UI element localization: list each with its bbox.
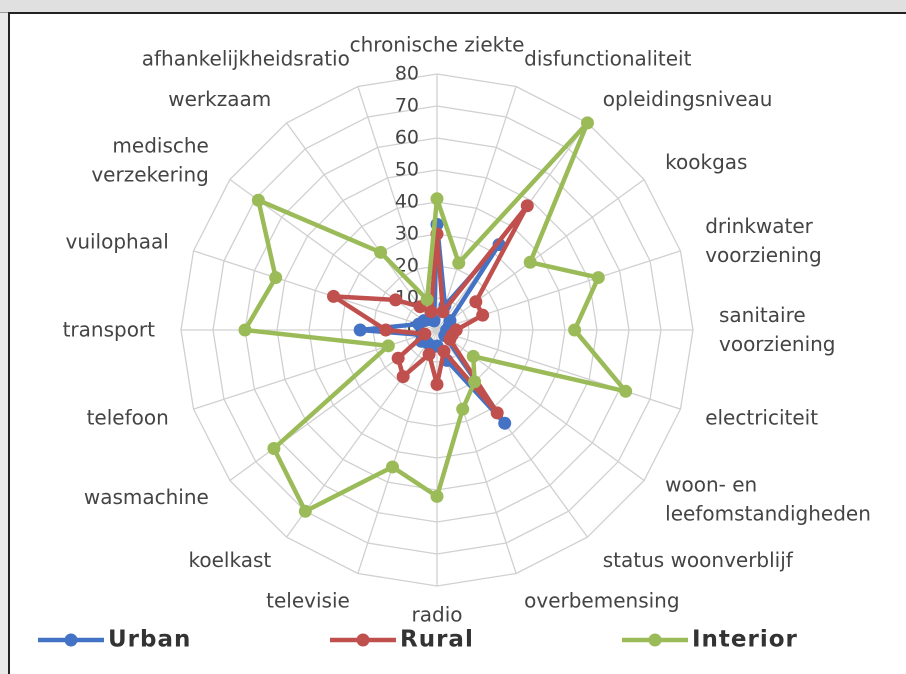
category-label: chronische ziekte bbox=[349, 32, 525, 57]
legend-marker bbox=[64, 633, 78, 647]
y-tick-label: 80 bbox=[395, 63, 419, 85]
legend-label: Rural bbox=[400, 627, 474, 653]
data-point bbox=[238, 323, 252, 337]
data-point bbox=[580, 116, 594, 130]
data-point bbox=[353, 323, 367, 337]
category-label: disfunctionaliteit bbox=[524, 46, 692, 71]
category-label: status woonverblijf bbox=[602, 547, 793, 572]
data-point bbox=[452, 256, 466, 270]
category-label: werkzaam bbox=[168, 86, 272, 111]
data-point bbox=[396, 370, 410, 384]
spoke bbox=[286, 329, 438, 538]
category-label: opleidingsniveau bbox=[602, 86, 773, 111]
data-point bbox=[430, 192, 444, 206]
category-label: medische verzekering bbox=[91, 133, 209, 187]
data-point bbox=[418, 327, 432, 341]
data-point bbox=[436, 305, 450, 319]
data-point bbox=[389, 293, 403, 307]
spoke bbox=[357, 86, 438, 331]
data-point bbox=[374, 245, 388, 259]
data-point bbox=[267, 441, 281, 455]
category-label: drinkwater voorziening bbox=[705, 214, 822, 268]
data-point bbox=[430, 377, 444, 391]
y-tick-label: 30 bbox=[395, 223, 419, 245]
spoke bbox=[357, 329, 438, 574]
chart-frame bbox=[8, 12, 906, 674]
y-tick-label: 40 bbox=[395, 191, 419, 213]
y-tick-label: 60 bbox=[395, 127, 419, 149]
data-point bbox=[420, 293, 434, 307]
spoke bbox=[436, 329, 681, 410]
category-label: afhankelijkheidsratio bbox=[141, 46, 350, 71]
data-point bbox=[469, 295, 483, 309]
data-point bbox=[468, 375, 482, 389]
category-label: overbemensing bbox=[524, 588, 680, 613]
category-label: transport bbox=[62, 317, 155, 342]
data-point bbox=[523, 255, 537, 269]
data-point bbox=[430, 489, 444, 503]
spoke bbox=[436, 329, 517, 574]
data-point bbox=[498, 416, 512, 430]
data-point bbox=[251, 193, 265, 207]
data-point bbox=[568, 323, 582, 337]
data-point bbox=[619, 384, 633, 398]
category-label: wasmachine bbox=[83, 484, 209, 509]
category-label: woon- en leefomstandigheden bbox=[665, 472, 871, 526]
data-point bbox=[424, 305, 438, 319]
data-point bbox=[456, 402, 470, 416]
data-point bbox=[379, 323, 393, 337]
data-point bbox=[591, 271, 605, 285]
y-tick-label: 50 bbox=[395, 159, 419, 181]
spoke bbox=[193, 250, 438, 331]
legend-label: Urban bbox=[108, 627, 191, 653]
spoke bbox=[286, 122, 438, 331]
data-point bbox=[490, 406, 504, 420]
y-tick-label: 70 bbox=[395, 95, 419, 117]
spoke bbox=[193, 329, 438, 410]
category-label: sanitaire voorziening bbox=[719, 303, 836, 356]
category-label: vuilophaal bbox=[65, 229, 169, 254]
category-label: telefoon bbox=[86, 405, 169, 430]
category-label: televisie bbox=[266, 588, 350, 613]
category-label: electriciteit bbox=[705, 405, 819, 430]
data-point bbox=[269, 271, 283, 285]
data-point bbox=[422, 347, 436, 361]
category-label: radio bbox=[411, 602, 463, 627]
data-point bbox=[466, 349, 480, 363]
data-point bbox=[437, 344, 451, 358]
spoke bbox=[436, 86, 517, 331]
legend-marker bbox=[648, 633, 662, 647]
data-point bbox=[520, 199, 534, 213]
data-point bbox=[386, 460, 400, 474]
category-label: koelkast bbox=[188, 547, 272, 572]
data-point bbox=[443, 332, 457, 346]
data-point bbox=[381, 339, 395, 353]
data-point bbox=[327, 289, 341, 303]
data-point bbox=[476, 308, 490, 322]
legend-label: Interior bbox=[692, 627, 798, 653]
data-point bbox=[391, 351, 405, 365]
data-point bbox=[298, 504, 312, 518]
category-label: kookgas bbox=[665, 150, 748, 175]
legend-marker bbox=[356, 633, 370, 647]
